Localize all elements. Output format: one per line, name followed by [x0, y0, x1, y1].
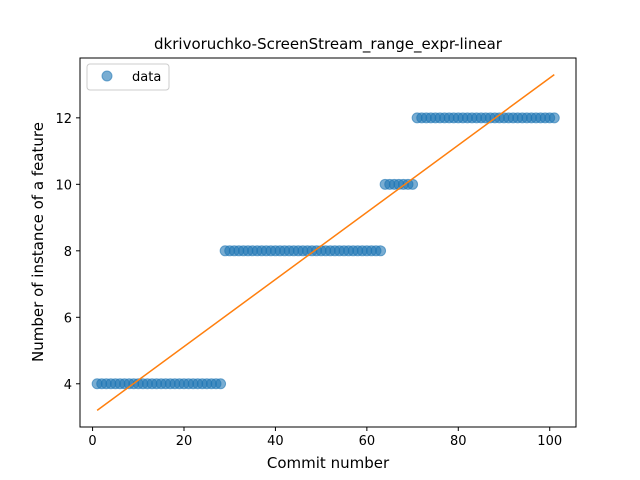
x-tick-label: 100	[537, 434, 562, 449]
y-tick-label: 12	[55, 112, 72, 127]
chart-title: dkrivoruchko-ScreenStream_range_expr-lin…	[154, 35, 503, 54]
plot-area	[91, 74, 560, 411]
data-point	[548, 112, 560, 124]
legend-marker-data	[101, 70, 113, 82]
y-tick-label: 8	[64, 245, 72, 260]
legend: data	[86, 63, 170, 91]
x-tick-label: 20	[176, 434, 193, 449]
data-point	[375, 245, 387, 257]
trend-line	[96, 74, 555, 411]
legend-label-data: data	[132, 70, 161, 85]
plot-frame	[79, 57, 577, 428]
legend-box	[86, 63, 170, 91]
x-axis: 0 20 40 60 80 100	[88, 427, 562, 449]
y-axis: 4 6 8 10 12	[55, 112, 80, 393]
x-tick-label: 80	[450, 434, 467, 449]
y-tick-label: 4	[64, 378, 72, 393]
y-tick-label: 10	[55, 178, 72, 193]
y-axis-label: Number of instance of a feature	[29, 122, 47, 362]
x-axis-label: Commit number	[267, 454, 390, 472]
y-tick-label: 6	[64, 311, 72, 326]
x-tick-label: 40	[267, 434, 284, 449]
data-point	[215, 378, 227, 390]
x-tick-label: 0	[88, 434, 96, 449]
x-tick-label: 60	[359, 434, 376, 449]
